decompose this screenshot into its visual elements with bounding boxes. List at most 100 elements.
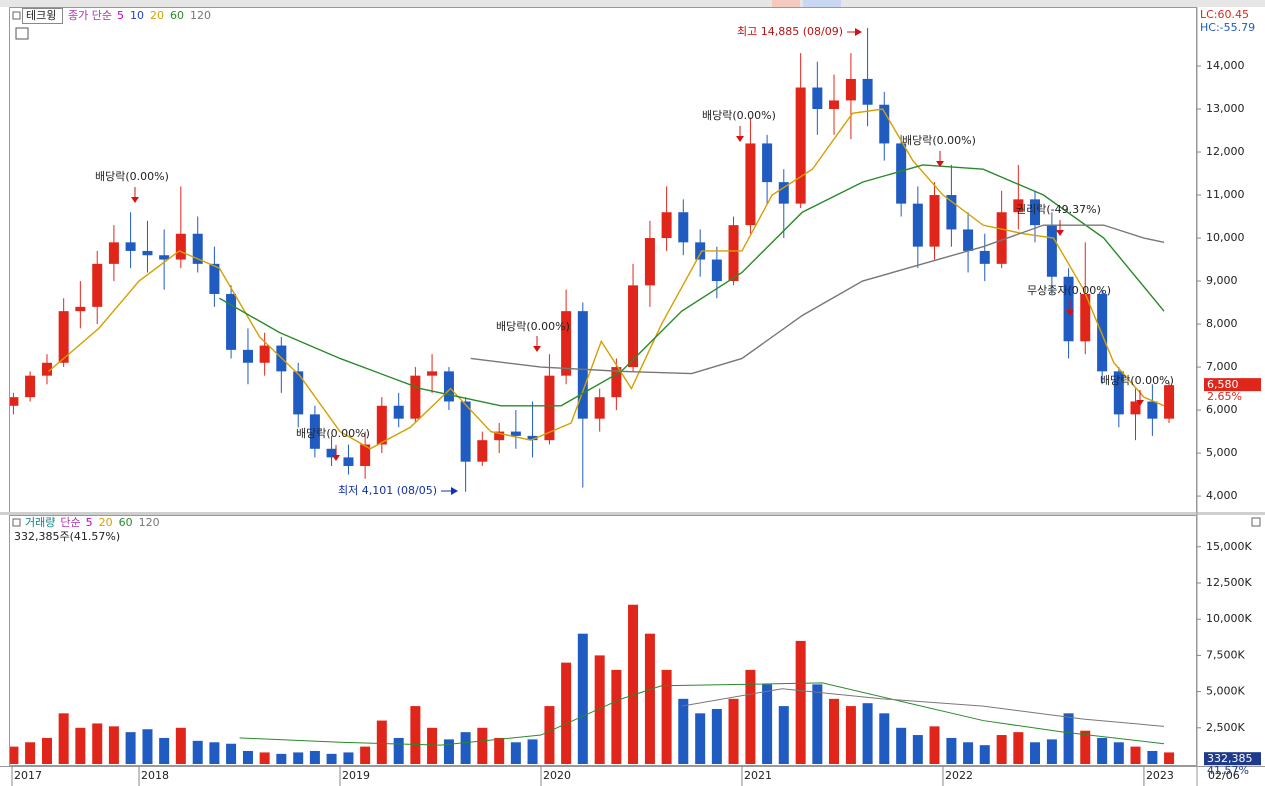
candle-body	[661, 212, 672, 239]
y-tick-label: 7,500K	[1206, 648, 1245, 661]
candle-body	[443, 371, 454, 402]
volume-bar	[393, 737, 404, 764]
volume-bar	[343, 752, 354, 764]
x-tick-label: 2018	[141, 769, 169, 782]
volume-bar	[862, 703, 873, 764]
candle-body	[343, 457, 354, 466]
candle-body	[527, 435, 538, 441]
y-tick-label: 12,500K	[1206, 576, 1252, 589]
volume-bar	[1030, 742, 1041, 764]
legend-entry: 120	[190, 9, 211, 22]
volume-bar	[1013, 732, 1024, 764]
candle-body	[728, 225, 739, 282]
annotation: 배당락(0.00%)	[1100, 374, 1174, 387]
y-tick-label: 12,000	[1206, 145, 1245, 158]
candle-body	[695, 242, 706, 260]
annotation: 배당락(0.00%)	[496, 320, 570, 333]
candle-body	[628, 285, 639, 368]
tab[interactable]	[803, 0, 841, 7]
title-box[interactable]	[22, 8, 63, 24]
candle-body	[125, 242, 136, 251]
ma-line	[48, 108, 1165, 450]
candle-body	[795, 87, 806, 204]
annotation-arrowhead	[1056, 230, 1064, 236]
legend-entry: 5	[86, 516, 93, 529]
grid-icon[interactable]	[15, 27, 29, 40]
volume-bar	[762, 684, 773, 764]
percent-label: 41.57%	[1207, 764, 1249, 777]
volume-bar	[226, 743, 237, 764]
candle-body	[427, 371, 438, 376]
x-tick-label: 2019	[342, 769, 370, 782]
volume-bar	[661, 669, 672, 764]
legend-entry: 20	[99, 516, 113, 529]
volume-bar	[477, 727, 488, 764]
candle-body	[226, 293, 237, 350]
volume-bar	[293, 752, 304, 764]
candle-body	[611, 367, 622, 398]
volume-bar	[678, 698, 689, 764]
annotation-arrowhead	[533, 346, 541, 352]
x-tick-label: 2021	[744, 769, 772, 782]
legend-label: 단순	[60, 516, 80, 529]
candle-body	[494, 431, 505, 441]
ma-line	[681, 688, 1165, 727]
candle-body	[1080, 293, 1091, 342]
volume-bar	[75, 727, 86, 764]
candle-body	[929, 195, 940, 247]
y-tick-label: 11,000	[1206, 188, 1245, 201]
change-label: 2.65%	[1207, 390, 1242, 403]
volume-bar	[845, 706, 856, 764]
candle-body	[711, 259, 722, 282]
candle-body	[309, 414, 320, 449]
annotation: 권리락(-49.37%)	[1016, 203, 1101, 216]
volume-bar	[963, 742, 974, 764]
candle-body	[1046, 225, 1057, 277]
legend-entry: 20	[150, 9, 164, 22]
legend-entry: 60	[119, 516, 133, 529]
ma-line	[239, 682, 1165, 746]
tab[interactable]	[772, 0, 800, 7]
annotation: 배당락(0.00%)	[902, 134, 976, 147]
volume-bar	[561, 662, 572, 764]
annotation-arrowhead	[936, 161, 944, 167]
volume-bar	[879, 713, 890, 764]
annotation-arrowhead	[855, 28, 862, 36]
volume-bar	[1113, 742, 1124, 764]
volume-bar	[628, 604, 639, 764]
volume-bar	[209, 742, 220, 764]
x-tick-label: 2023	[1146, 769, 1174, 782]
candle-body	[561, 311, 572, 376]
volume-bar	[912, 735, 923, 764]
volume-bar	[1164, 752, 1175, 764]
volume-bar	[410, 706, 421, 764]
x-tick-label: 2022	[945, 769, 973, 782]
last-value-badge	[1204, 378, 1261, 392]
volume-bar	[460, 732, 471, 764]
lc-label: LC:60.45	[1200, 8, 1249, 21]
volume-bar	[25, 742, 36, 764]
annotation: 무상증자(0.00%)	[1027, 284, 1111, 297]
candle-body	[946, 195, 957, 230]
volume-bar	[494, 737, 505, 764]
candle-body	[75, 306, 86, 312]
volume-bar	[695, 713, 706, 764]
stock-title: 테크윙	[26, 9, 56, 22]
volume-bar	[443, 739, 454, 764]
menu-icon[interactable]	[12, 11, 21, 20]
volume-bar	[996, 735, 1007, 764]
annotation: 배당락(0.00%)	[702, 109, 776, 122]
candle-body	[242, 349, 253, 363]
volume-bar	[427, 727, 438, 764]
y-tick-label: 9,000	[1206, 274, 1238, 287]
volume-bar	[1063, 713, 1074, 764]
candle-body	[209, 263, 220, 294]
volume-bar	[159, 737, 170, 764]
candle-body	[879, 104, 890, 144]
close-button[interactable]	[1251, 517, 1261, 527]
volume-bar	[1097, 737, 1108, 764]
y-tick-label: 13,000	[1206, 102, 1245, 115]
menu-icon[interactable]	[12, 518, 21, 527]
candle-body	[510, 431, 521, 436]
